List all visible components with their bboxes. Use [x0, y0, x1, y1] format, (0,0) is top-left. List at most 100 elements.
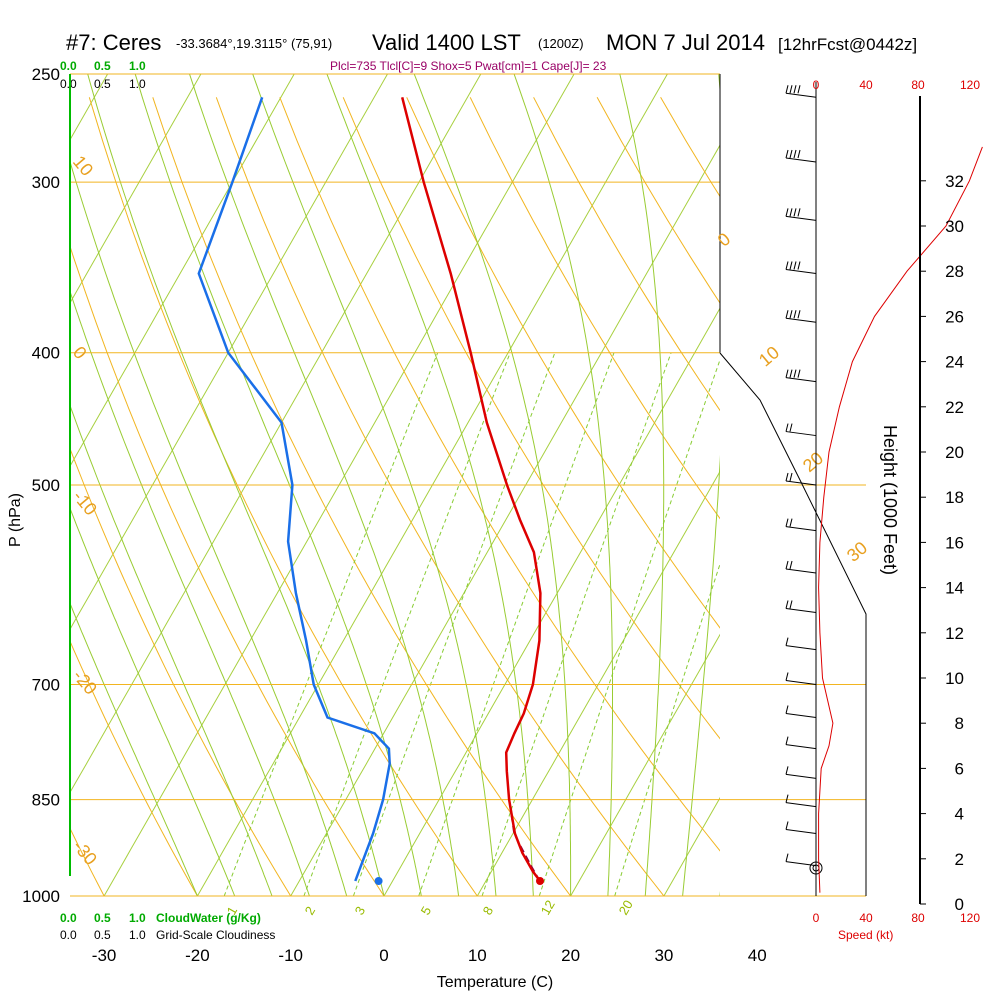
temperature-tick: 30 [654, 946, 673, 965]
height-tick: 28 [945, 262, 964, 281]
isotherm-line [663, 796, 720, 896]
wind-barbs [785, 85, 823, 875]
cloudwater-label: CloudWater (g/Kg) [156, 911, 261, 925]
mixing-ratio-label: 3 [352, 904, 369, 918]
speed-tick: 0 [813, 78, 820, 92]
wind-barb-flag [789, 369, 793, 378]
mixing-ratio-line [303, 352, 511, 896]
station-name: #7: Ceres [66, 30, 161, 55]
wind-barb-flag [789, 472, 793, 482]
pressure-tick: 300 [32, 173, 60, 192]
sounding-profiles [197, 96, 544, 885]
wind-barb-flag [789, 85, 793, 94]
wind-barb-flag [785, 518, 789, 527]
pressure-tick: 1000 [22, 887, 60, 906]
wind-barb [785, 377, 817, 383]
height-tick: 26 [945, 307, 964, 326]
moist-adiabat-line [70, 159, 348, 896]
isotherm-line [70, 74, 482, 794]
wind-barb [785, 568, 817, 574]
dry-adiabat-label: 0 [714, 229, 735, 251]
cloudwater-tick: 0.0 [60, 911, 77, 925]
temperature-axis: -30 -20 -10 0 10 20 30 40 [92, 946, 767, 965]
wind-barb-flag [785, 423, 789, 432]
wind-barb-flag [785, 85, 789, 94]
pressure-tick: 700 [32, 676, 60, 695]
height-tick: 4 [955, 805, 964, 824]
wind-barb-flag [785, 821, 789, 830]
dry-adiabat-line [70, 640, 198, 896]
wind-speed-scale-bottom: 0 40 80 120 Speed (kt) [813, 911, 981, 942]
isotherm-line [70, 74, 295, 468]
height-tick: 6 [955, 759, 964, 778]
dry-adiabat-line [851, 97, 1000, 896]
dry-adiabat-line [70, 244, 385, 896]
dry-adiabat-label: -20 [69, 666, 101, 699]
moist-adiabat-line [87, 74, 385, 896]
isobars [70, 73, 866, 897]
dry-adiabat-line [279, 97, 720, 852]
wind-barb-flag [797, 310, 801, 319]
mixing-ratio-label: 20 [616, 897, 636, 917]
speed-tick: 40 [859, 911, 873, 925]
speed-tick: 80 [911, 911, 925, 925]
height-tick: 18 [945, 488, 964, 507]
pressure-tick: 500 [32, 476, 60, 495]
height-tick: 22 [945, 398, 964, 417]
moist-adiabat-line [70, 602, 198, 896]
wind-speed-profile [818, 146, 983, 893]
pressure-tick: 400 [32, 344, 60, 363]
speed-tick: 0 [813, 911, 820, 925]
wind-speed-line [818, 146, 983, 893]
mixing-ratio-line [352, 352, 556, 896]
height-tick: 2 [955, 850, 964, 869]
cloudiness-tick: 0.0 [60, 928, 77, 942]
moist-adiabat-line [682, 74, 720, 896]
temperature-tick: 10 [468, 946, 487, 965]
dewpoint-line [197, 96, 391, 882]
surface-temperature-dot [535, 876, 544, 885]
speed-tick: 40 [859, 78, 873, 92]
wind-barb [785, 645, 817, 651]
dry-adiabat-line [406, 97, 720, 629]
mixing-ratio-line [614, 562, 720, 896]
isotherm-line [196, 74, 668, 896]
wind-barb [785, 712, 817, 718]
wind-barb-flag [793, 310, 797, 319]
mixing-ratio-label: 8 [480, 904, 497, 918]
wind-barb-flag [793, 85, 797, 94]
wind-speed-scale-top: 0 40 80 120 [813, 78, 981, 92]
dry-adiabat-line [152, 97, 572, 896]
wind-barb-flag [785, 736, 789, 745]
mixing-ratio-label: 12 [538, 897, 558, 917]
height-tick: 0 [955, 895, 964, 914]
isotherm-line [383, 307, 720, 896]
wind-barb-flag [789, 310, 793, 319]
cloud-scale-bottom: 0.0 0.5 1.0 CloudWater (g/Kg) 0.0 0.5 1.… [60, 911, 275, 942]
dry-adiabat-line [978, 97, 1000, 896]
speed-label: Speed (kt) [838, 928, 893, 942]
moist-adiabat-line [413, 74, 572, 896]
parcel-line [506, 778, 541, 882]
forecast-info: [12hrFcst@0442z] [778, 35, 917, 54]
wind-barb-flag [789, 560, 793, 570]
cloudiness-tick: 0.5 [94, 928, 111, 942]
temperature-tick: 20 [561, 946, 580, 965]
isotherm-line [70, 74, 388, 631]
isotherm-line [570, 633, 720, 896]
pressure-axis-label: P (hPa) [7, 493, 24, 547]
wind-barb [785, 269, 817, 275]
height-tick: 14 [945, 579, 964, 598]
wind-barb-flag [785, 149, 789, 159]
wind-barb-flag [785, 705, 789, 714]
speed-tick: 120 [960, 78, 980, 92]
cloud-scale-top: 0.0 0.5 1.0 0.0 0.5 1.0 [60, 59, 146, 91]
height-tick: 24 [945, 353, 964, 372]
background-grid [70, 74, 1000, 896]
dry-adiabat-line [70, 447, 292, 896]
moist-adiabat-line [513, 74, 613, 896]
wind-barb-flag [785, 672, 789, 681]
wind-barb [785, 431, 817, 437]
wind-barb-flag [793, 369, 797, 378]
